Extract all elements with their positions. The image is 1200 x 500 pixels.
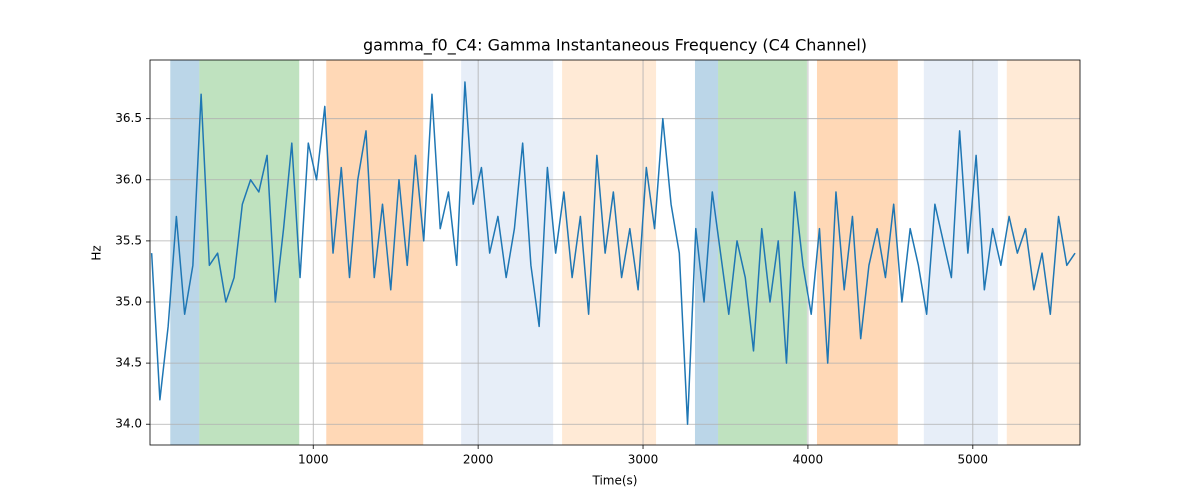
x-tick-label: 2000 xyxy=(463,453,494,467)
y-tick-label: 34.0 xyxy=(115,417,142,431)
data-line xyxy=(150,81,1076,425)
y-axis-label: Hz xyxy=(90,245,104,260)
highlight-span xyxy=(923,60,998,445)
y-tick-label: 35.5 xyxy=(115,233,142,247)
highlight-span xyxy=(718,60,807,445)
highlight-span xyxy=(199,60,300,445)
chart-title: gamma_f0_C4: Gamma Instantaneous Frequen… xyxy=(363,36,867,56)
plot-frame xyxy=(149,59,1081,446)
x-tick-label: 4000 xyxy=(793,453,824,467)
x-tick-label: 3000 xyxy=(628,453,659,467)
highlight-span xyxy=(326,60,424,445)
y-tick-label: 35.0 xyxy=(115,295,142,309)
highlight-span xyxy=(461,60,554,445)
y-tick-label: 36.0 xyxy=(115,172,142,186)
highlight-span xyxy=(1006,60,1080,445)
highlight-span xyxy=(170,60,200,445)
y-tick-label: 36.5 xyxy=(115,111,142,125)
highlight-span xyxy=(816,60,898,445)
highlight-span xyxy=(694,60,719,445)
x-tick-label: 5000 xyxy=(958,453,989,467)
x-axis-label: Time(s) xyxy=(592,474,638,488)
y-tick-label: 34.5 xyxy=(115,356,142,370)
x-tick-label: 1000 xyxy=(298,453,329,467)
